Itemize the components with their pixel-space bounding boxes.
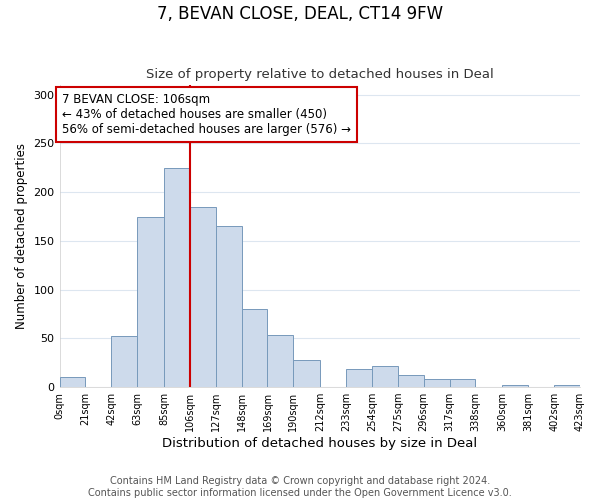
Bar (216, 226, 242, 387)
Bar (372, 366, 398, 387)
Bar (293, 360, 320, 387)
Bar (346, 368, 372, 387)
Text: Contains HM Land Registry data © Crown copyright and database right 2024.
Contai: Contains HM Land Registry data © Crown c… (88, 476, 512, 498)
Text: 7 BEVAN CLOSE: 106sqm
← 43% of detached houses are smaller (450)
56% of semi-det: 7 BEVAN CLOSE: 106sqm ← 43% of detached … (62, 92, 351, 136)
Text: 7, BEVAN CLOSE, DEAL, CT14 9FW: 7, BEVAN CLOSE, DEAL, CT14 9FW (157, 5, 443, 23)
Bar (424, 380, 449, 387)
Bar (449, 380, 475, 387)
Bar (554, 385, 580, 387)
Bar (164, 168, 190, 387)
Bar (190, 207, 216, 387)
Title: Size of property relative to detached houses in Deal: Size of property relative to detached ho… (146, 68, 494, 81)
Bar (137, 216, 164, 387)
Bar (268, 336, 293, 387)
Bar (242, 309, 268, 387)
Bar (59, 378, 85, 387)
Y-axis label: Number of detached properties: Number of detached properties (15, 143, 28, 329)
Bar (111, 336, 137, 387)
Bar (398, 376, 424, 387)
Bar (502, 385, 529, 387)
X-axis label: Distribution of detached houses by size in Deal: Distribution of detached houses by size … (162, 437, 478, 450)
